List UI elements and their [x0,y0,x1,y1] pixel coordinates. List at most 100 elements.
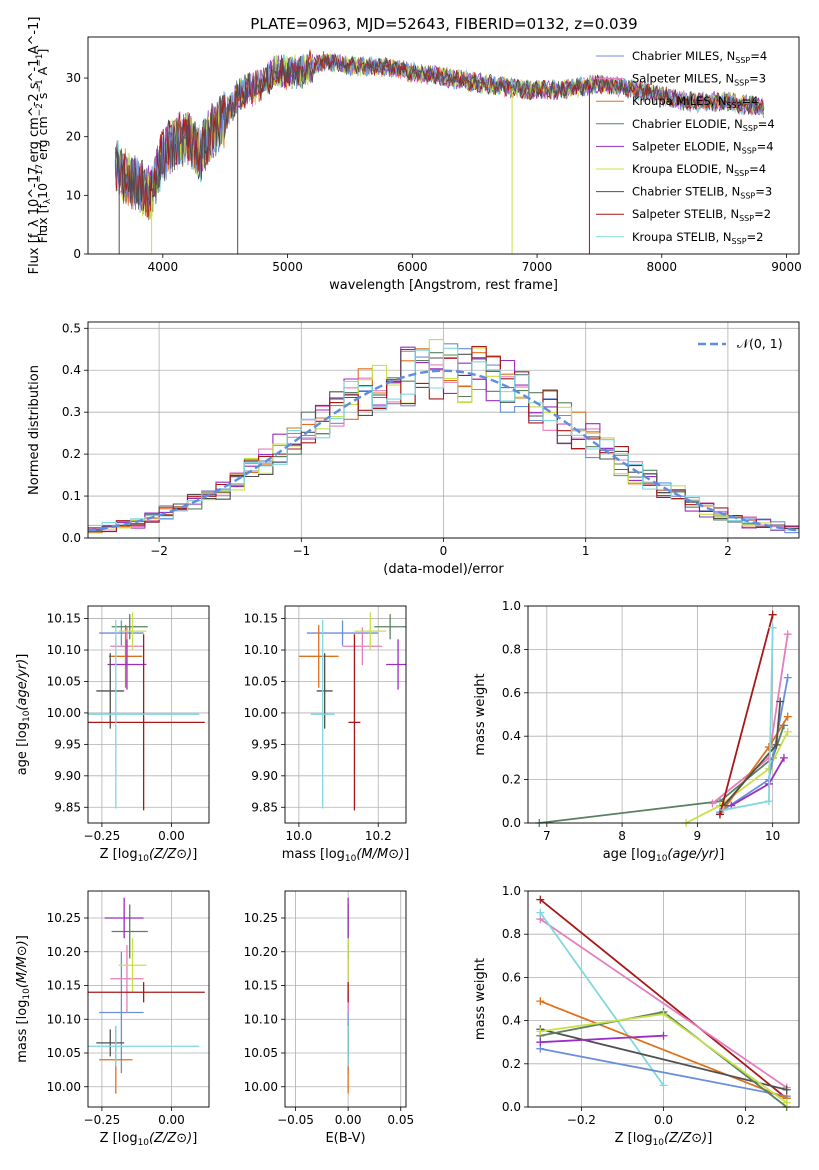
axes-frame [87,890,210,1108]
y-tick-label: 10.25 [47,911,81,925]
x-tick-label: 4000 [148,260,179,274]
x-tick-label: 0.00 [158,829,185,843]
weight-point [708,799,717,808]
x-tick-label: −0.25 [84,829,121,843]
weight-point [783,727,792,736]
y-tick-label: 0.8 [502,927,521,941]
y-axis-label: age [log10(age/yr)] [15,654,32,776]
weight-point [768,623,777,632]
weight-point [536,997,545,1006]
y-tick-label: 10 [66,188,81,202]
y-tick-label: 10.10 [244,1012,278,1026]
y-tick-label: 10.00 [244,1080,278,1094]
y-axis-label: mass weight [473,958,488,1040]
weight-line [539,725,785,823]
y-tick-label: 0.3 [62,405,81,419]
y-tick-label: 10.10 [244,643,278,657]
panel-residuals: −2 −1 0 1 2 0.0 0.1 0.2 0.3 0.4 0.5 (data-model)/er… [27,321,800,577]
x-tick-label: 9000 [771,260,802,274]
y-tick-label: 9.90 [54,769,81,783]
x-tick-label: 5000 [272,260,303,274]
y-tick-label: 20 [66,130,81,144]
weight-point [772,740,781,749]
x-axis-label: Z [log10(Z/Z⊙)] [100,847,198,864]
weight-point [782,1085,791,1094]
y-tick-label: 10.15 [244,612,278,626]
y-tick-label: 10.15 [47,979,81,993]
panel-mass-vs-metallicity: −0.25 0.00 10.00 10.05 10.10 10.15 10.20 10.25 Z… [15,890,210,1148]
x-tick-label: 10 [765,829,780,843]
weight-line [539,918,788,1089]
x-axis-label: wavelength [Angstrom, rest frame] [329,278,558,293]
y-tick-label: 10.10 [47,1012,81,1026]
y-tick-label: 10.00 [47,706,81,720]
legend-label: Salpeter STELIB, NSSP=2 [632,207,771,223]
axes-frame [527,605,800,824]
weight-point [783,673,792,682]
x-tick-label: −0.05 [277,1113,314,1127]
y-tick-label: 30 [66,71,81,85]
y-tick-label: 9.95 [251,737,278,751]
panel-age-vs-metallicity: −0.25 0.00 9.85 9.90 9.95 10.00 10.05 10.10 10.1… [15,605,210,864]
x-tick-label: −0.2 [567,1113,596,1127]
weight-point [659,1010,668,1019]
legend-label: Salpeter ELODIE, NSSP=4 [632,139,774,155]
x-tick-label: 0 [440,544,448,558]
x-tick-label: 10.0 [286,829,313,843]
x-tick-label: 0.0 [654,1113,673,1127]
weight-point [764,743,773,752]
x-tick-label: 1 [582,544,590,558]
y-tick-label: 10.20 [47,945,81,959]
y-tick-label: 0 [73,247,81,261]
weight-line [539,912,665,1086]
spectrum-line [115,54,764,210]
weight-line [719,614,774,815]
y-tick-label: 0.4 [62,363,81,377]
y-tick-label: 0.1 [62,489,81,503]
weight-point [659,1031,668,1040]
x-tick-label: 7000 [522,260,553,274]
y-tick-label: 10.25 [244,911,278,925]
y-tick-label: 0.2 [62,447,81,461]
y-tick-label: 0.0 [502,1100,521,1114]
x-axis-label: age [log10(age/yr)] [603,847,725,864]
x-tick-label: −2 [150,544,168,558]
weight-point [536,1027,545,1036]
axes-frame [87,605,210,824]
y-tick-label: 1.0 [502,599,521,613]
y-tick-label: 10.05 [244,674,278,688]
legend-label: Kroupa STELIB, NSSP=2 [632,230,763,246]
x-tick-label: 7 [543,829,551,843]
y-tick-label: 0.5 [62,321,81,335]
weight-point [659,1081,668,1090]
y-tick-label: 0.6 [502,686,521,700]
y-axis-label: Normed distribution [27,365,42,495]
legend-label: Chabrier STELIB, NSSP=3 [632,185,772,201]
y-tick-label: 10.15 [244,979,278,993]
weight-point [719,805,728,814]
legend-label: Kroupa ELODIE, NSSP=4 [632,162,766,178]
weight-line [540,1047,787,1098]
y-tick-label: 9.85 [54,800,81,814]
y-tick-label: 0.2 [502,1057,521,1071]
y-axis-label: Flux [fλ10−17 erg cm−2 s−1 A−1] [35,49,53,244]
x-axis-label: (data-model)/error [383,562,504,577]
weight-point [782,1098,791,1107]
weight-point [536,895,545,904]
y-tick-label: 0.2 [502,773,521,787]
panel-spectrum: 4000 5000 6000 7000 8000 9000 0 10 20 30 wavelengt… [27,17,802,293]
weight-point [768,610,777,619]
y-tick-label: 0.4 [502,729,521,743]
weight-line [539,898,788,1100]
weight-line [711,634,789,805]
y-tick-label: 10.05 [47,674,81,688]
weight-point [536,908,545,917]
x-tick-label: 0.00 [158,1113,185,1127]
y-tick-label: 9.85 [251,800,278,814]
axes-frame [87,36,800,255]
weight-point [776,697,785,706]
axes-frame [284,605,407,824]
weight-line [540,1034,664,1044]
x-tick-label: 0.00 [335,1113,362,1127]
